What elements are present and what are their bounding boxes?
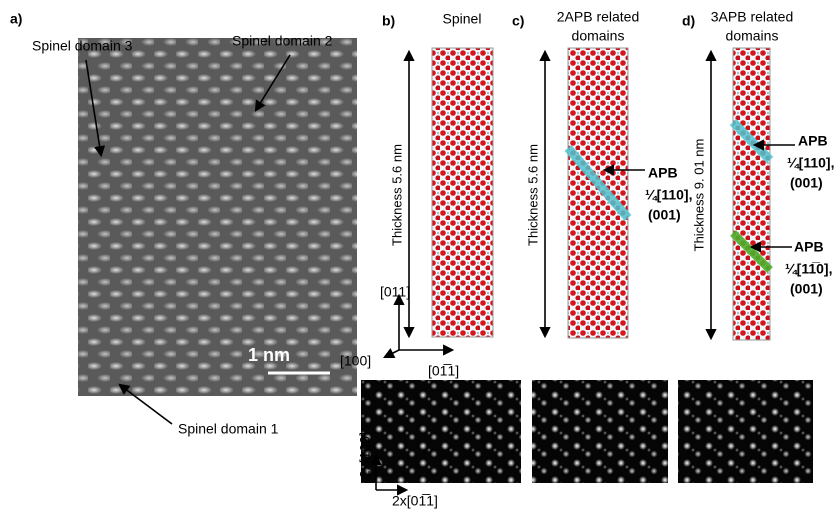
- thickness-label: Thickness 5.6 nm: [389, 144, 404, 246]
- figure: a) Spinel domain 3 Spinel domain 2 Spine…: [0, 0, 840, 514]
- thickness-label: Thickness 9. 01 nm: [691, 139, 706, 252]
- simulated-image: [678, 380, 813, 483]
- apb-label: APB: [648, 165, 678, 181]
- panel-title: 2APB related: [557, 9, 640, 25]
- crystal-model: [432, 48, 493, 337]
- axis-label: 2x[01̅1]: [392, 493, 438, 509]
- annotation: Spinel domain 1: [178, 421, 279, 437]
- annotation: Spinel domain 2: [232, 33, 333, 49]
- panel-label: b): [382, 13, 395, 29]
- hrtem-image: [78, 38, 357, 396]
- panel-label: d): [682, 13, 695, 29]
- apb-label: ¼[110],: [645, 187, 692, 203]
- panel-title: 3APB related: [711, 9, 794, 25]
- panel-title: domains: [572, 28, 625, 44]
- axis-label: 2x[100]: [357, 432, 373, 478]
- simulated-image: [532, 380, 668, 483]
- apb-label: ¼[11̅0],: [785, 261, 832, 277]
- panel-label: a): [10, 11, 22, 27]
- crystal-model: [568, 48, 628, 338]
- axis-label: [011]: [380, 284, 410, 300]
- apb-label: APB: [794, 239, 824, 255]
- apb-label: (001): [790, 175, 823, 191]
- thickness-label: Thickness 5.6 nm: [525, 144, 540, 246]
- apb-label: (001): [648, 207, 681, 223]
- panel-title: Spinel: [443, 11, 482, 27]
- annotation: Spinel domain 3: [32, 38, 133, 54]
- panel-label: c): [512, 13, 524, 29]
- panel-title: domains: [726, 28, 779, 44]
- apb-label: APB: [798, 133, 828, 149]
- apb-label: (001): [790, 281, 823, 297]
- crystal-model: [733, 48, 770, 340]
- scale-label: 1 nm: [248, 345, 290, 365]
- apb-label: ¼[110],: [787, 155, 834, 171]
- axis-label: [01̅1]: [428, 363, 459, 379]
- simulated-image: [361, 380, 521, 483]
- axis-label: [100]: [340, 353, 371, 369]
- axis: [385, 350, 399, 357]
